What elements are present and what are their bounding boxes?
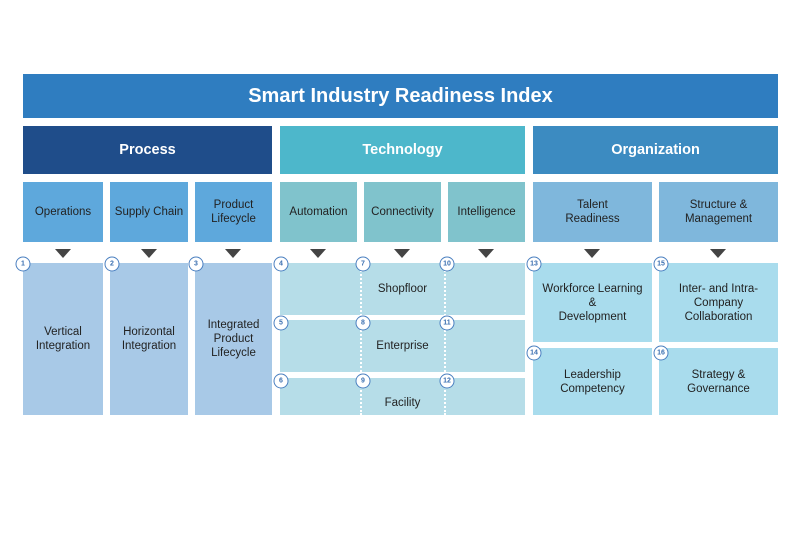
dim-enterprise: Enterprise: [280, 320, 525, 372]
arrow-down-icon: [310, 249, 326, 258]
number-badge: 15: [653, 256, 669, 272]
arrow-down-icon: [225, 249, 241, 258]
number-badge: 16: [653, 345, 669, 361]
number-badge: 10: [439, 256, 455, 272]
dim-vertical-integration: Vertical Integration: [23, 263, 103, 415]
arrow-down-icon: [710, 249, 726, 258]
pillar-process: Process: [23, 126, 272, 174]
dim-integrated-product-lifecycle: Integrated Product Lifecycle: [195, 263, 272, 415]
number-badge: 14: [526, 345, 542, 361]
arrow-down-icon: [584, 249, 600, 258]
dotted-divider: [444, 263, 446, 415]
number-badge: 13: [526, 256, 542, 272]
dim-strategy-governance: Strategy & Governance: [659, 348, 778, 415]
number-badge: 7: [355, 256, 371, 272]
number-badge: 1: [15, 256, 31, 272]
dotted-divider: [360, 263, 362, 415]
diagram-title: Smart Industry Readiness Index: [23, 74, 778, 118]
pillar-organization: Organization: [533, 126, 778, 174]
arrow-down-icon: [141, 249, 157, 258]
arrow-down-icon: [478, 249, 494, 258]
number-badge: 2: [104, 256, 120, 272]
block-connectivity: Connectivity: [364, 182, 441, 242]
dim-collaboration: Inter- and Intra- Company Collaboration: [659, 263, 778, 342]
number-badge: 5: [273, 315, 289, 331]
dim-leadership-competency: Leadership Competency: [533, 348, 652, 415]
number-badge: 8: [355, 315, 371, 331]
number-badge: 4: [273, 256, 289, 272]
number-badge: 11: [439, 315, 455, 331]
arrow-down-icon: [394, 249, 410, 258]
dim-workforce-learning: Workforce Learning & Development: [533, 263, 652, 342]
number-badge: 3: [188, 256, 204, 272]
block-supply-chain: Supply Chain: [110, 182, 188, 242]
block-structure-management: Structure & Management: [659, 182, 778, 242]
block-automation: Automation: [280, 182, 357, 242]
block-operations: Operations: [23, 182, 103, 242]
number-badge: 12: [439, 373, 455, 389]
pillar-technology: Technology: [280, 126, 525, 174]
block-intelligence: Intelligence: [448, 182, 525, 242]
block-talent-readiness: Talent Readiness: [533, 182, 652, 242]
number-badge: 6: [273, 373, 289, 389]
dim-facility: Facility: [280, 378, 525, 415]
dim-shopfloor: Shopfloor: [280, 263, 525, 315]
number-badge: 9: [355, 373, 371, 389]
dim-horizontal-integration: Horizontal Integration: [110, 263, 188, 415]
block-product-lifecycle: Product Lifecycle: [195, 182, 272, 242]
arrow-down-icon: [55, 249, 71, 258]
